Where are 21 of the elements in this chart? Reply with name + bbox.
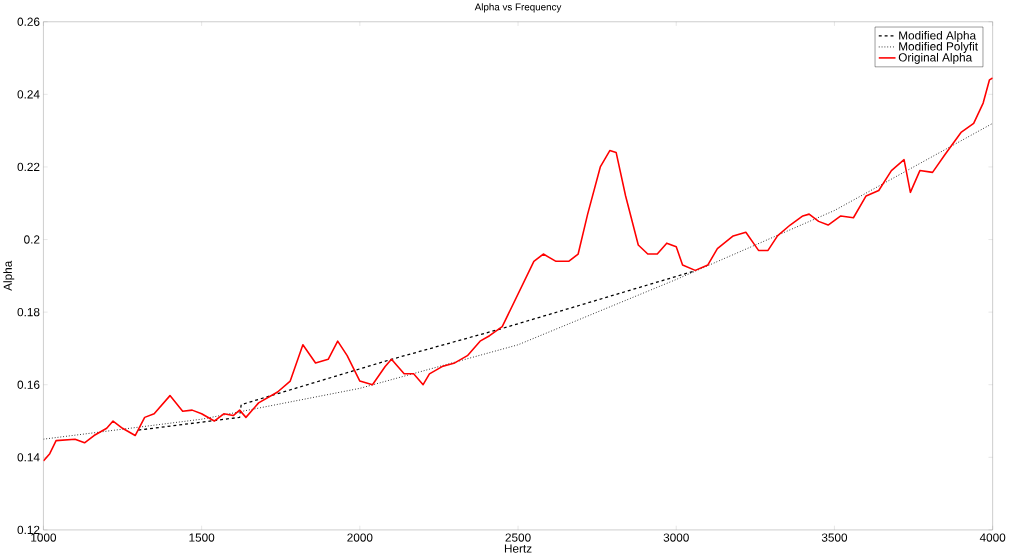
legend-label: Original Alpha <box>898 52 973 64</box>
y-tick-label: 0.16 <box>17 380 40 389</box>
x-tick-label: 1000 <box>31 533 57 542</box>
y-tick-label: 0.14 <box>17 453 40 462</box>
x-tick-label: 1500 <box>189 533 215 542</box>
y-axis-title: Alpha <box>3 260 15 291</box>
y-tick-label: 0.22 <box>17 162 40 172</box>
x-tick-label: 2000 <box>347 533 373 542</box>
x-tick-label: 3000 <box>663 533 689 542</box>
y-tick-label: 0.24 <box>17 90 40 99</box>
legend-label: Modified Alpha <box>899 30 977 42</box>
y-tick-label: 0.18 <box>17 307 40 317</box>
y-tick-label: 0.12 <box>17 525 40 535</box>
x-tick-label: 4000 <box>979 533 1006 542</box>
legend-label: Modified Polyfit <box>899 41 978 53</box>
x-tick-label: 3500 <box>821 533 848 542</box>
y-tick-label: 0.2 <box>24 235 40 244</box>
chart-title: Alpha vs Frequency <box>474 3 562 13</box>
x-tick-label: 2500 <box>505 533 531 542</box>
x-axis-title: Hertz <box>504 544 532 553</box>
y-tick-label: 0.26 <box>17 17 40 26</box>
